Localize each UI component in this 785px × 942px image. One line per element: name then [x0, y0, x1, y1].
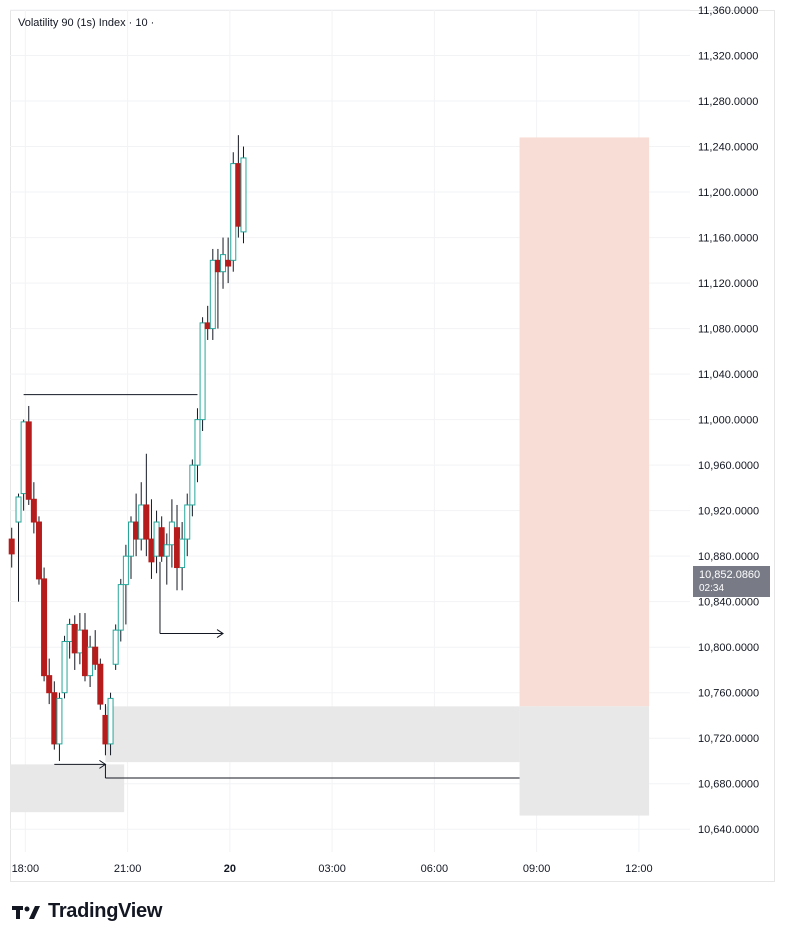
- candle-body[interactable]: [122, 555, 129, 586]
- candle-body[interactable]: [30, 498, 37, 523]
- candle-body[interactable]: [194, 419, 201, 466]
- candle-body[interactable]: [87, 646, 94, 677]
- candle-body[interactable]: [92, 646, 99, 665]
- candle-body[interactable]: [230, 163, 237, 261]
- candle-body[interactable]: [209, 259, 216, 330]
- candle-body[interactable]: [174, 527, 181, 569]
- tradingview-logo[interactable]: TradingView: [12, 900, 162, 923]
- x-axis-tick-label: 03:00: [318, 863, 346, 875]
- candle-body[interactable]: [46, 675, 53, 694]
- candle-body[interactable]: [148, 538, 155, 563]
- candle-body[interactable]: [56, 697, 63, 745]
- candle-body[interactable]: [204, 322, 211, 330]
- candle-body[interactable]: [66, 623, 73, 643]
- y-axis-tick-label: 10,680.0000: [698, 779, 759, 791]
- candle-body[interactable]: [61, 641, 68, 694]
- candle-body[interactable]: [179, 538, 186, 569]
- tradingview-logo-icon: [12, 905, 40, 919]
- y-axis-tick-label: 10,800.0000: [698, 642, 759, 654]
- x-axis-tick-label: 06:00: [421, 863, 449, 875]
- y-axis-tick-label: 10,720.0000: [698, 733, 759, 745]
- symbol-title: Volatility 90 (1s) Index · 10 ·: [18, 17, 155, 29]
- gray-zone[interactable]: [519, 706, 650, 816]
- candle-body[interactable]: [189, 464, 196, 506]
- candle-body[interactable]: [81, 629, 88, 677]
- x-axis-tick-label: 12:00: [625, 863, 653, 875]
- y-axis-tick-label: 10,840.0000: [698, 597, 759, 609]
- gray-zone[interactable]: [10, 764, 125, 813]
- y-axis-tick-label: 11,280.0000: [698, 96, 758, 108]
- candle-body[interactable]: [76, 629, 83, 654]
- candle-body[interactable]: [20, 421, 27, 495]
- candle-body[interactable]: [158, 527, 165, 557]
- last-price-tag: 10,852.0860 02:34: [693, 566, 770, 597]
- y-axis-tick-label: 11,360.0000: [698, 5, 758, 17]
- candle-body[interactable]: [235, 163, 242, 227]
- tradingview-logo-text: TradingView: [48, 900, 163, 922]
- y-axis-tick-label: 10,960.0000: [698, 460, 759, 472]
- y-axis-tick-label: 11,040.0000: [698, 369, 758, 381]
- candle-body[interactable]: [71, 623, 78, 654]
- y-axis-tick-label: 11,160.0000: [698, 233, 758, 245]
- candle-body[interactable]: [163, 544, 170, 557]
- candle-body[interactable]: [199, 322, 206, 421]
- y-axis-tick-label: 10,640.0000: [698, 824, 759, 836]
- candle-body[interactable]: [220, 254, 227, 273]
- x-axis-tick-label: 09:00: [523, 863, 551, 875]
- y-axis-tick-label: 10,920.0000: [698, 506, 759, 518]
- candle-body[interactable]: [51, 692, 58, 745]
- y-axis-tick-label: 11,120.0000: [698, 278, 758, 290]
- candle-body[interactable]: [214, 259, 221, 273]
- candle-body[interactable]: [107, 697, 114, 745]
- y-axis-tick-label: 11,000.0000: [698, 415, 758, 427]
- candle-body[interactable]: [133, 521, 140, 540]
- y-axis-tick-label: 10,760.0000: [698, 688, 759, 700]
- candle-body[interactable]: [128, 521, 135, 557]
- candle-body[interactable]: [97, 663, 104, 705]
- candle-body[interactable]: [25, 421, 32, 500]
- candle-body[interactable]: [168, 521, 175, 546]
- candle-body[interactable]: [8, 538, 15, 555]
- annotation-arrowhead: [216, 629, 224, 638]
- candle-body[interactable]: [184, 504, 191, 540]
- x-axis-tick-label: 21:00: [114, 863, 142, 875]
- candle-body[interactable]: [143, 504, 150, 540]
- candle-body[interactable]: [240, 157, 247, 233]
- candle-body[interactable]: [138, 504, 145, 540]
- x-axis-tick-label: 18:00: [12, 863, 40, 875]
- candle-body[interactable]: [102, 714, 109, 745]
- bar-countdown: 02:34: [699, 583, 725, 594]
- candle-body[interactable]: [117, 584, 124, 631]
- candle-body[interactable]: [153, 521, 160, 557]
- y-axis-tick-label: 11,080.0000: [698, 324, 758, 336]
- x-axis-tick-label: 20: [224, 863, 236, 875]
- candle-body[interactable]: [225, 259, 232, 267]
- y-axis-tick-label: 11,200.0000: [698, 187, 758, 199]
- y-axis-tick-label: 11,320.0000: [698, 51, 758, 63]
- y-axis-tick-label: 11,240.0000: [698, 142, 758, 154]
- candle-body[interactable]: [35, 521, 42, 580]
- target-zone[interactable]: [519, 137, 650, 707]
- gray-zone[interactable]: [105, 706, 520, 763]
- y-axis-tick-label: 10,880.0000: [698, 551, 759, 563]
- last-price-value: 10,852.0860: [699, 569, 761, 581]
- candle-body[interactable]: [15, 496, 22, 523]
- candle-body[interactable]: [41, 578, 48, 677]
- candle-body[interactable]: [112, 629, 119, 665]
